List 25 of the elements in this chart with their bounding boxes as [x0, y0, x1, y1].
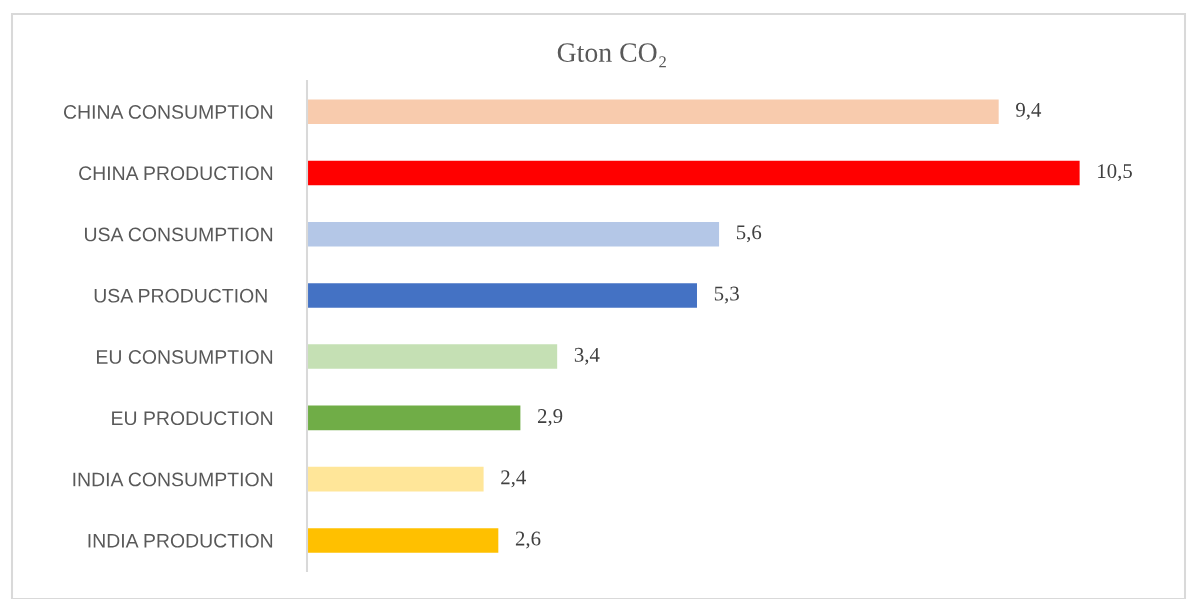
bar [307, 221, 720, 247]
y-tick-label: EU CONSUMPTION [97, 350, 273, 364]
data-label: 9,4 [1016, 102, 1042, 120]
data-label: 10,5 [1098, 164, 1132, 182]
bar [307, 405, 521, 431]
y-tick-label: USA CONSUMPTION [85, 227, 273, 242]
bar [307, 160, 1080, 186]
data-label: 2,4 [501, 470, 526, 488]
bar [307, 99, 999, 124]
y-tick-label: CHINA CONSUMPTION [63, 105, 273, 119]
bar [307, 528, 499, 553]
chart-title: Gton CO₂ [557, 43, 666, 68]
data-label: 5,3 [714, 286, 739, 304]
bar [307, 344, 558, 369]
y-tick-label: EU PRODUCTION [112, 411, 273, 426]
bar [307, 466, 484, 492]
data-label: 3,4 [574, 347, 600, 365]
y-tick-label: INDIA PRODUCTION [88, 533, 273, 548]
data-label: 2,9 [537, 409, 563, 427]
bar [307, 283, 697, 308]
data-label: 5,6 [736, 225, 762, 243]
y-tick-label: CHINA PRODUCTION [79, 166, 273, 181]
data-label: 2,6 [515, 531, 541, 549]
y-tick-label: USA PRODUCTION [94, 288, 267, 303]
y-tick-label: INDIA CONSUMPTION [73, 472, 273, 487]
